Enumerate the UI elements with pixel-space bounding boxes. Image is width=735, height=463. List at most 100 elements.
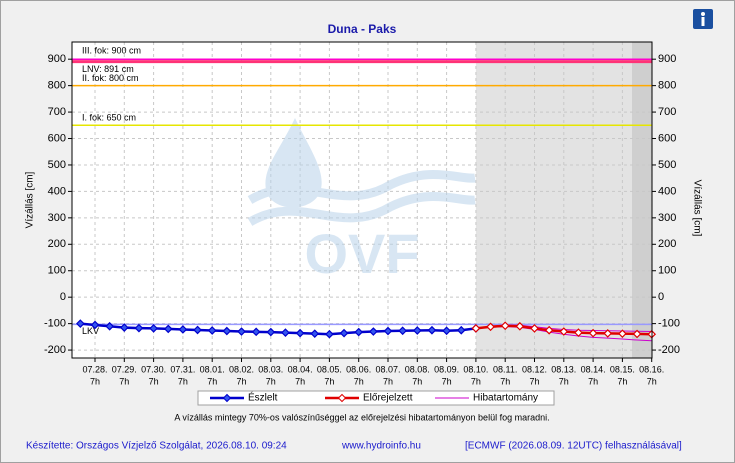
series-marker [369,327,378,336]
background-layer [72,42,653,358]
series-marker [207,326,217,335]
x-tick-label: 08.04. [288,364,313,374]
series-marker [383,326,393,336]
x-tick-hour: 7h [471,376,481,386]
series-marker [603,329,613,338]
legend-label: Hibatartomány [473,393,538,404]
series-marker [149,324,158,333]
x-tick-label: 08.12. [522,364,547,374]
x-tick-label: 08.02. [229,364,254,374]
legend-box [197,390,555,406]
x-tick-label: 08.08. [405,364,430,374]
legend-label: Előrejelzett [363,393,413,404]
x-tick-hour: 7h [529,376,539,386]
x-tick-label: 08.15. [610,364,635,374]
x-tick-hour: 7h [178,376,188,386]
series-marker [119,323,129,332]
x-tick-label: 08.06. [346,364,371,374]
y2-tick-label: 500 [658,159,676,171]
x-tick-hour: 7h [442,376,452,386]
footer-credit: Készítette: Országos Vízjelző Szolgálat,… [26,441,287,452]
x-tick-label: 08.14. [581,364,606,374]
x-tick-label: 08.09. [434,364,459,374]
series-marker [281,328,290,337]
x-tick-hour: 7h [324,376,334,386]
series-marker [500,321,510,331]
series-marker [398,326,407,336]
x-tick-label: 08.03. [258,364,283,374]
info-icon-dot[interactable] [701,12,705,16]
x-tick-label: 08.13. [551,364,576,374]
x-tick-hour: 7h [500,376,510,386]
series-marker [310,329,320,339]
info-icon-stem[interactable] [701,17,705,26]
x-tick-hour: 7h [412,376,422,386]
x-tick-label: 08.11. [493,364,517,374]
y-tick-label: 900 [48,53,66,65]
y-tick-label: 100 [48,265,66,277]
note: A vízállás mintegy 70%-os valószínűségge… [174,412,549,422]
series-marker [544,325,554,335]
watermark-text: OVF [304,222,419,285]
x-tick-hour: 7h [295,376,305,386]
series-marker [456,325,466,335]
threshold-label: I. fok: 650 cm [82,113,136,123]
series-marker [574,328,583,337]
legend-marker [337,393,347,403]
y2-tick-label: -200 [658,344,680,356]
series-marker [251,327,261,337]
threshold-label: LNV: 891 cm [82,64,134,74]
series-marker [427,325,437,335]
series-marker [295,328,305,338]
plot-frame [71,41,653,359]
threshold-label: II. fok: 800 cm [82,73,139,83]
series-marker [76,319,85,328]
x-tick-hour: 7h [266,376,276,386]
series-marker [412,326,422,335]
footer-source: [ECMWF (2026.08.09. 12UTC) felhasználásá… [465,441,682,452]
x-tick-hour: 7h [588,376,598,386]
legend-marker [222,393,232,403]
info-icon[interactable] [693,9,713,29]
y2-tick-label: 800 [658,80,676,92]
series-marker [471,324,481,333]
x-tick-label: 08.01. [200,364,225,374]
series-marker [339,328,349,338]
x-tick-label: 07.29. [112,364,137,374]
chart-title: Duna - Paks [328,22,397,36]
x-tick-label: 08.07. [375,364,400,374]
series-marker [90,320,100,330]
series-marker [222,326,232,336]
y-tick-label: 700 [48,106,66,118]
x-tick-hour: 7h [647,376,657,386]
threshold-label: III. fok: 900 cm [82,46,141,56]
series-marker [530,324,539,333]
x-tick-label: 08.10. [463,364,488,374]
series-marker [354,327,364,337]
y-axis-label: Vízállás [cm] [25,171,36,228]
watermark: OVF [247,118,476,285]
series-marker [237,327,246,336]
series-marker [515,321,525,331]
y-tick-label: 200 [48,238,66,250]
x-tick-hour: 7h [354,376,364,386]
watermark-wave [247,191,476,226]
x-tick-hour: 7h [207,376,217,386]
series-marker [442,326,451,336]
x-tick-hour: 7h [149,376,159,386]
x-tick-hour: 7h [90,376,100,386]
y-tick-label: 0 [60,291,66,303]
x-tick-hour: 7h [559,376,569,386]
y-tick-label: 500 [48,159,66,171]
y2-tick-label: 0 [658,291,664,303]
y-tick-label: 300 [48,212,66,224]
x-tick-label: 08.05. [317,364,342,374]
series-marker [325,329,334,339]
x-tick-hour: 7h [236,376,246,386]
y2-tick-label: 200 [658,238,676,250]
footer-link[interactable]: www.hydroinfo.hu [341,441,421,452]
x-tick-label: 07.30. [141,364,166,374]
watermark-wave [247,169,476,204]
y2-tick-label: 900 [658,53,676,65]
x-tick-hour: 7h [119,376,129,386]
